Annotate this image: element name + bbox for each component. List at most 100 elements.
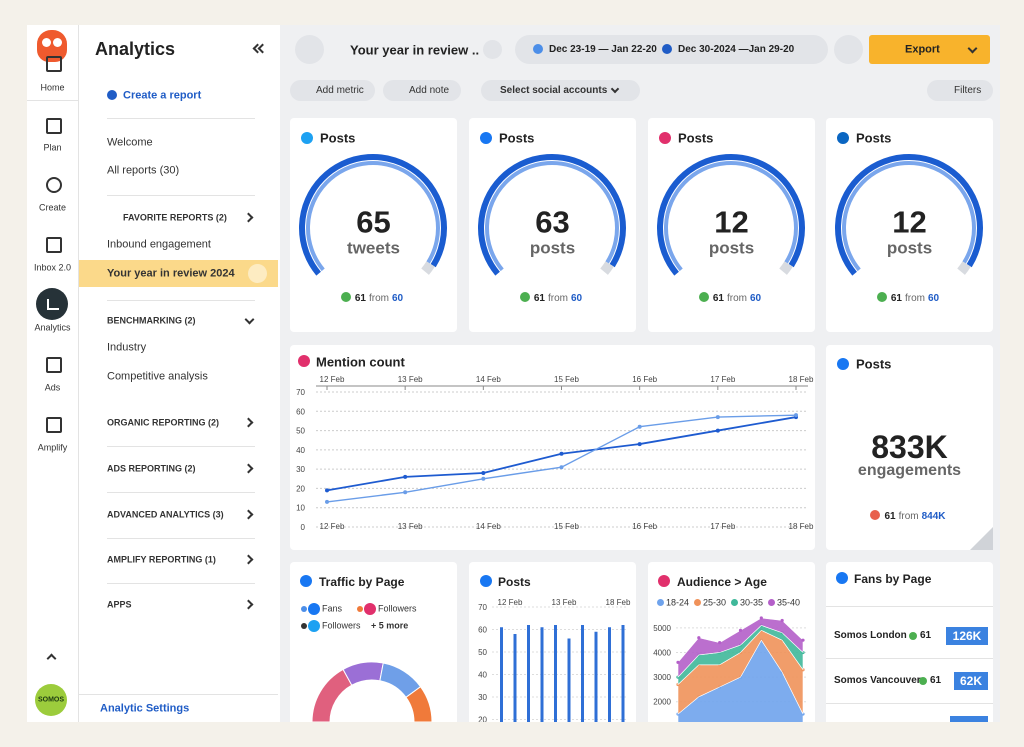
change: 61 from 60: [290, 292, 457, 306]
create-report[interactable]: Create a report: [123, 89, 202, 102]
network-icon: [837, 132, 849, 144]
nav-icon[interactable]: [46, 417, 62, 433]
back-button[interactable]: [295, 35, 324, 64]
y-tick-label: 70: [478, 603, 487, 612]
y-tick-label: 60: [296, 407, 305, 416]
x-tick-label: 13 Feb: [398, 375, 423, 384]
y-tick-label: 40: [296, 446, 305, 455]
donut-slice: [405, 686, 433, 722]
point: [325, 488, 329, 493]
legend-label: 30-35: [740, 597, 764, 608]
x-tick-label: 16 Feb: [632, 375, 657, 384]
x-tick-label: 12 Feb: [320, 522, 345, 531]
filters-button[interactable]: [927, 80, 993, 101]
section-header[interactable]: APPS: [107, 599, 132, 610]
section-header[interactable]: FAVORITE REPORTS (2): [123, 212, 227, 223]
nav-label[interactable]: Home: [40, 82, 65, 93]
metric-card: [648, 118, 815, 332]
row-value: 126K: [952, 629, 982, 643]
nav-icon[interactable]: [46, 56, 62, 72]
point: [715, 415, 720, 420]
avatar[interactable]: [35, 684, 67, 716]
y-tick-label: 3000: [653, 673, 671, 682]
user-button[interactable]: [834, 35, 863, 64]
divider: [27, 100, 78, 101]
bar: [581, 625, 584, 722]
action-button[interactable]: [290, 80, 375, 101]
sidebar-link[interactable]: Inbound engagement: [107, 238, 211, 251]
section-header[interactable]: AMPLIFY REPORTING (1): [107, 554, 216, 565]
nav-icon[interactable]: [46, 357, 62, 373]
change-previous: 61: [533, 293, 545, 304]
bar: [621, 625, 625, 722]
row-change: 61: [930, 675, 942, 686]
metric-card: [826, 118, 993, 332]
change: 61 from 844K: [826, 510, 993, 524]
nav-label[interactable]: Analytics: [34, 322, 71, 333]
nav-label[interactable]: Amplify: [37, 442, 68, 453]
action-button[interactable]: [383, 80, 461, 101]
change-baseline: 60: [928, 293, 940, 304]
x-tick-label: 18 Feb: [789, 375, 814, 384]
section-header[interactable]: BENCHMARKING (2): [107, 315, 196, 326]
nav-label[interactable]: Plan: [43, 142, 62, 153]
x-tick-label: 16 Feb: [632, 522, 657, 531]
point: [325, 499, 329, 504]
nav-label[interactable]: Inbox 2.0: [33, 262, 72, 273]
selected-row[interactable]: [79, 260, 278, 287]
gauge-tail: [779, 261, 793, 275]
nav-icon[interactable]: [46, 177, 62, 193]
sidebar-link[interactable]: Industry: [107, 341, 147, 354]
section-header[interactable]: ADVANCED ANALYTICS (3): [107, 509, 224, 520]
card-title: Posts: [678, 130, 714, 146]
metric-value: 65: [356, 204, 391, 240]
change-previous: 61: [884, 511, 896, 522]
nav-label[interactable]: Ads: [44, 382, 61, 393]
sidebar-link[interactable]: Welcome: [107, 136, 153, 149]
metric-value: 12: [892, 204, 927, 240]
chart-title: Audience > Age: [677, 575, 767, 589]
gauge-arc: [657, 154, 805, 276]
more-button[interactable]: [483, 40, 502, 59]
range-dot: [533, 44, 543, 54]
section-header[interactable]: ADS REPORTING (2): [107, 463, 196, 474]
section-header[interactable]: ORGANIC REPORTING (2): [107, 417, 220, 428]
row-change: 61: [920, 630, 932, 641]
metric-unit: engagements: [857, 462, 962, 479]
change-from: from: [898, 511, 919, 522]
settings-link[interactable]: Analytic Settings: [100, 702, 190, 715]
y-tick-label: 50: [478, 648, 487, 657]
nav-label[interactable]: Create: [38, 202, 66, 213]
gauge-arc: [299, 154, 447, 276]
change-icon: [340, 292, 351, 302]
donut-slice: [311, 668, 353, 722]
point: [637, 424, 642, 429]
sidebar-link[interactable]: Competitive analysis: [107, 370, 208, 383]
bottom-mask: [0, 722, 1024, 747]
network-icon: [836, 572, 848, 584]
date-range-text: Dec 30-2024 —Jan 29-20: [678, 44, 795, 55]
export-button[interactable]: [869, 35, 990, 64]
point: [403, 490, 408, 495]
divider: [79, 694, 278, 695]
bar: [594, 631, 598, 722]
divider: [78, 25, 79, 722]
legend-more[interactable]: + 5 more: [371, 620, 409, 631]
metric-card: [826, 345, 993, 550]
network-icon: [659, 132, 671, 144]
pin[interactable]: [248, 264, 267, 283]
sidebar-link[interactable]: Your year in review 2024: [107, 267, 235, 280]
legend-label: 35-40: [777, 597, 801, 608]
nav-icon[interactable]: [46, 118, 62, 134]
metric-card: [469, 118, 636, 332]
bar: [527, 625, 530, 722]
nav-icon[interactable]: [46, 237, 62, 253]
network-icon: [308, 603, 320, 615]
nav-icon[interactable]: [47, 299, 59, 310]
action-button[interactable]: [481, 80, 640, 101]
y-tick-label: 30: [478, 693, 487, 702]
y-tick-label: 20: [296, 484, 305, 493]
card-title: Posts: [499, 130, 535, 146]
sidebar-link[interactable]: All reports (30): [107, 164, 180, 177]
